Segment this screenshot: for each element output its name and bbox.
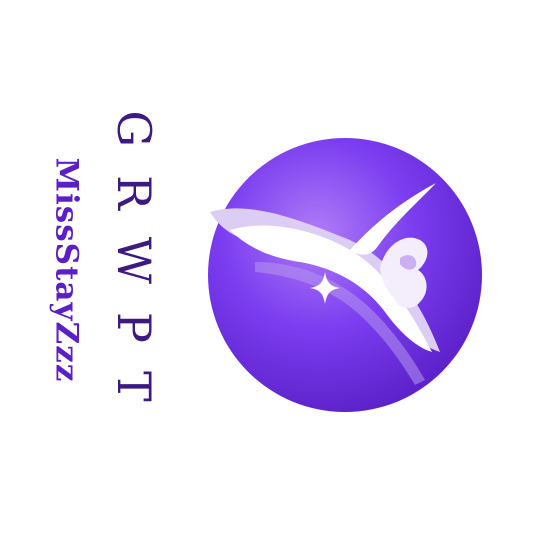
emblem-curl [400,255,417,270]
emblem-horn [350,183,436,255]
brand-handle: MissStayZzz [48,157,85,383]
emblem-head [380,237,428,308]
brand-title: GRWPT [107,110,161,430]
emblem-lower-arc [255,262,425,385]
emblem-swoosh [230,225,432,352]
sparkle-star-icon [310,272,340,304]
